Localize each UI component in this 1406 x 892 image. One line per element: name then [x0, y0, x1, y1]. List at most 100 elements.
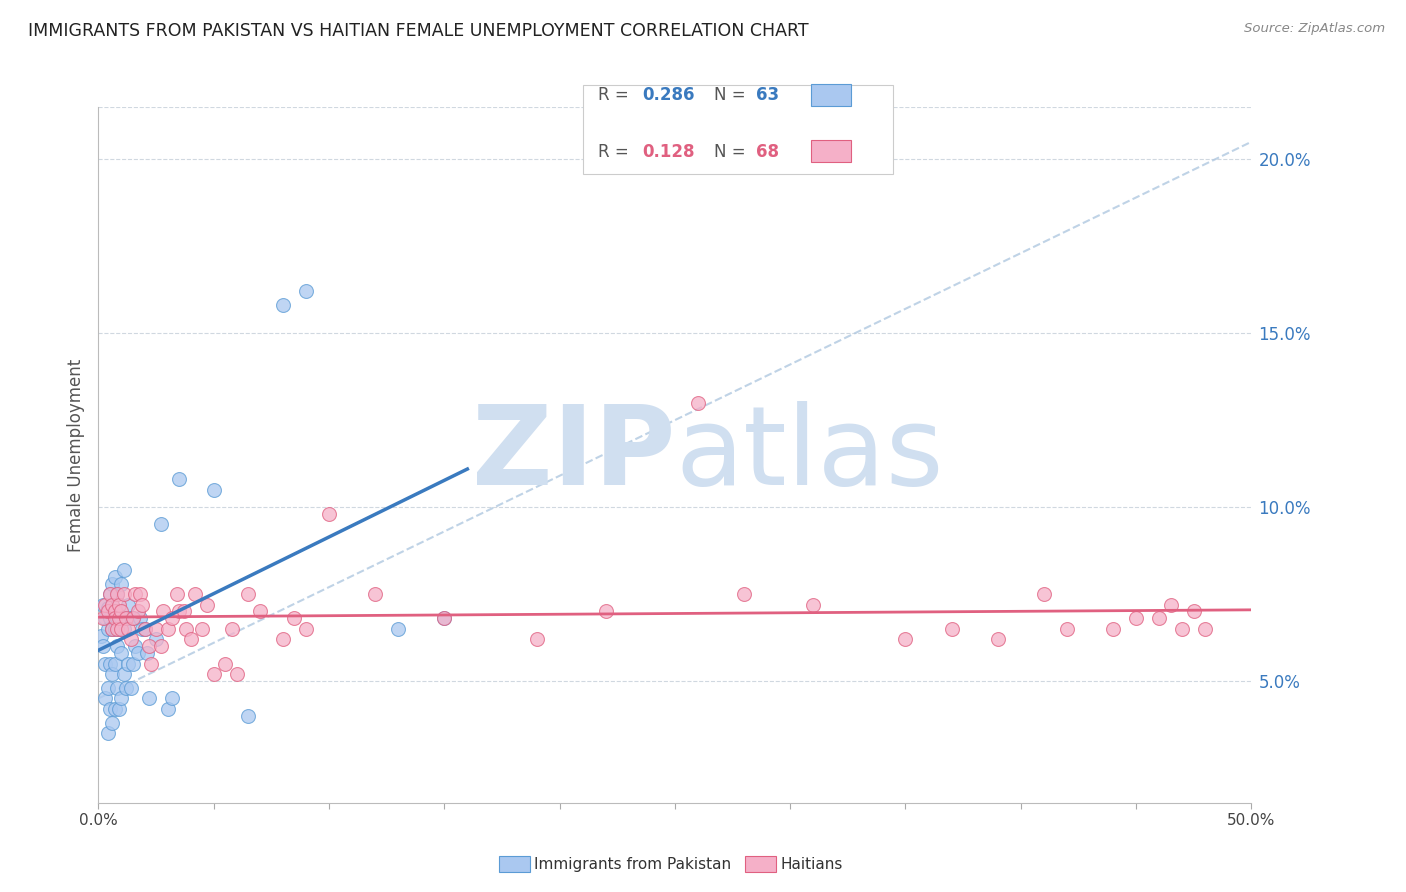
- Point: [221, 622, 243, 636]
- Point: [103, 702, 125, 716]
- Point: [145, 632, 167, 647]
- Point: [1182, 605, 1205, 619]
- Point: [387, 622, 409, 636]
- Point: [103, 622, 125, 636]
- Point: [122, 611, 145, 625]
- Point: [112, 587, 135, 601]
- Point: [127, 646, 149, 660]
- Point: [117, 622, 139, 636]
- Point: [115, 611, 138, 625]
- Text: Source: ZipAtlas.com: Source: ZipAtlas.com: [1244, 22, 1385, 36]
- Point: [101, 598, 124, 612]
- Point: [97, 601, 120, 615]
- Point: [167, 605, 190, 619]
- Point: [156, 622, 179, 636]
- Point: [117, 657, 139, 671]
- Point: [134, 622, 156, 636]
- Point: [526, 632, 548, 647]
- Point: [166, 587, 188, 601]
- Text: Immigrants from Pakistan: Immigrants from Pakistan: [534, 857, 731, 871]
- Point: [156, 702, 179, 716]
- Point: [249, 605, 271, 619]
- Point: [105, 587, 128, 601]
- Text: 0.286: 0.286: [643, 87, 695, 104]
- Point: [124, 587, 146, 601]
- Point: [1194, 622, 1216, 636]
- Point: [124, 639, 146, 653]
- Point: [167, 472, 190, 486]
- Point: [987, 632, 1010, 647]
- Point: [108, 622, 131, 636]
- Point: [271, 632, 294, 647]
- Text: ZIP: ZIP: [471, 401, 675, 508]
- Point: [195, 598, 218, 612]
- Point: [1125, 611, 1147, 625]
- Point: [138, 691, 160, 706]
- Point: [115, 611, 138, 625]
- Point: [97, 605, 120, 619]
- Point: [173, 605, 195, 619]
- Point: [91, 639, 114, 653]
- Text: N =: N =: [714, 143, 745, 161]
- Point: [101, 598, 124, 612]
- Point: [801, 598, 824, 612]
- Point: [180, 632, 202, 647]
- Point: [112, 563, 135, 577]
- Point: [108, 598, 131, 612]
- Text: 63: 63: [756, 87, 779, 104]
- Point: [98, 657, 121, 671]
- Point: [145, 622, 167, 636]
- Text: R =: R =: [598, 87, 628, 104]
- Point: [115, 681, 138, 695]
- Point: [122, 611, 145, 625]
- Point: [135, 646, 157, 660]
- Point: [101, 622, 124, 636]
- Point: [110, 646, 132, 660]
- Point: [283, 611, 305, 625]
- Point: [1032, 587, 1054, 601]
- Point: [894, 632, 917, 647]
- Point: [129, 587, 152, 601]
- Point: [94, 657, 117, 671]
- Point: [152, 605, 174, 619]
- Point: [686, 395, 709, 409]
- Point: [160, 691, 183, 706]
- Point: [103, 611, 125, 625]
- Point: [110, 622, 132, 636]
- Point: [225, 667, 247, 681]
- Point: [97, 681, 120, 695]
- Point: [364, 587, 387, 601]
- Point: [101, 715, 124, 730]
- Point: [160, 611, 183, 625]
- Point: [238, 708, 260, 723]
- Text: IMMIGRANTS FROM PAKISTAN VS HAITIAN FEMALE UNEMPLOYMENT CORRELATION CHART: IMMIGRANTS FROM PAKISTAN VS HAITIAN FEMA…: [28, 22, 808, 40]
- Point: [149, 639, 172, 653]
- Point: [108, 702, 131, 716]
- Point: [127, 605, 149, 619]
- Point: [98, 587, 121, 601]
- Point: [105, 639, 128, 653]
- Point: [97, 726, 120, 740]
- Point: [131, 622, 153, 636]
- Point: [174, 622, 197, 636]
- Point: [202, 667, 225, 681]
- Point: [238, 587, 260, 601]
- Text: R =: R =: [598, 143, 628, 161]
- Point: [105, 587, 128, 601]
- Point: [101, 667, 124, 681]
- Point: [1147, 611, 1170, 625]
- Point: [295, 285, 318, 299]
- Text: 68: 68: [756, 143, 779, 161]
- Point: [134, 622, 156, 636]
- Text: 0.128: 0.128: [643, 143, 695, 161]
- Point: [941, 622, 963, 636]
- Point: [112, 622, 135, 636]
- Point: [112, 667, 135, 681]
- Point: [105, 681, 128, 695]
- Point: [91, 611, 114, 625]
- Point: [94, 691, 117, 706]
- Point: [149, 517, 172, 532]
- Point: [110, 691, 132, 706]
- Point: [98, 587, 121, 601]
- Point: [98, 611, 121, 625]
